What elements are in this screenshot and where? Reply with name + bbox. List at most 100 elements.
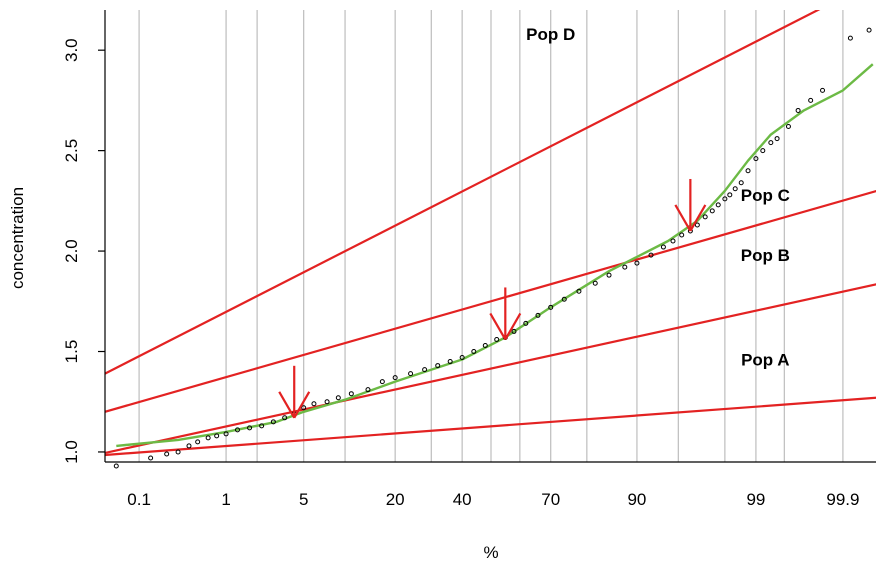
data-point: [471, 349, 477, 355]
y-tick-label: 3.0: [62, 38, 81, 62]
arrow-head-left: [674, 204, 692, 232]
data-point: [722, 196, 728, 202]
data-points: [113, 27, 872, 469]
x-tick-label: 0.1: [127, 490, 151, 509]
data-point: [592, 280, 598, 286]
data-point: [447, 359, 453, 365]
data-point: [511, 328, 517, 334]
data-point: [774, 136, 780, 142]
data-point: [175, 449, 181, 455]
data-point: [808, 97, 814, 103]
data-point: [214, 433, 220, 439]
data-point: [785, 124, 791, 130]
arrow-head-left: [489, 312, 507, 341]
data-point: [335, 395, 341, 401]
population-line: [105, 10, 821, 375]
data-point: [392, 375, 398, 381]
arrow-head-right: [504, 312, 522, 341]
arrow-head-left: [278, 391, 296, 419]
population-line: [105, 396, 876, 457]
data-point: [670, 238, 676, 244]
population-label: Pop C: [741, 186, 790, 205]
x-tick-label: 5: [299, 490, 308, 509]
population-labels: Pop D Pop C Pop B Pop A: [526, 25, 790, 369]
data-point: [459, 355, 465, 361]
data-point: [745, 168, 751, 174]
data-point: [435, 363, 441, 369]
break-arrows: [278, 178, 707, 419]
arrow-head-right: [689, 204, 707, 232]
data-point: [482, 342, 488, 348]
x-tick-label: 20: [386, 490, 405, 509]
data-point: [379, 379, 385, 385]
data-point: [732, 186, 738, 192]
data-point: [561, 296, 567, 302]
data-point: [523, 320, 529, 326]
data-point: [324, 399, 330, 405]
population-label: Pop D: [526, 25, 575, 44]
data-point: [247, 425, 253, 431]
data-point: [164, 451, 170, 457]
data-point: [866, 27, 872, 33]
data-point: [223, 431, 229, 437]
fit-line: [116, 63, 874, 448]
data-point: [847, 35, 853, 41]
y-axis-label: concentration: [8, 187, 27, 289]
data-point: [535, 312, 541, 318]
x-tick-label: 40: [453, 490, 472, 509]
data-point: [270, 419, 276, 425]
data-point: [348, 391, 354, 397]
population-line: [105, 189, 876, 413]
arrow-head-right: [293, 391, 311, 419]
data-point: [622, 264, 628, 270]
population-label: Pop A: [741, 351, 789, 370]
data-point: [648, 252, 654, 258]
data-point: [576, 288, 582, 294]
data-point: [738, 180, 744, 186]
data-point: [702, 214, 708, 220]
x-axis-label: %: [483, 543, 498, 562]
data-point: [301, 405, 307, 411]
y-tick-label: 2.0: [62, 239, 81, 263]
x-tick-label: 99.9: [826, 490, 859, 509]
data-point: [768, 140, 774, 146]
data-point: [205, 435, 211, 441]
data-point: [186, 443, 192, 449]
population-lines: [105, 10, 876, 457]
data-point: [113, 463, 119, 469]
gridlines: [138, 10, 844, 462]
data-point: [494, 336, 500, 342]
data-point: [311, 401, 317, 407]
data-point: [282, 415, 288, 421]
data-point: [694, 222, 700, 228]
data-point: [820, 87, 826, 93]
data-point: [234, 427, 240, 433]
data-point: [548, 304, 554, 310]
data-point: [727, 192, 733, 198]
population-label: Pop B: [741, 246, 790, 265]
fit-curve: [116, 63, 874, 448]
y-tick-label: 1.5: [62, 340, 81, 364]
data-point: [606, 272, 612, 278]
data-point: [422, 367, 428, 373]
population-line: [105, 283, 876, 455]
y-tick-label: 1.0: [62, 440, 81, 464]
data-point: [795, 107, 801, 113]
data-point: [715, 202, 721, 208]
y-tick-label: 2.5: [62, 139, 81, 163]
axes: 0.1 1 5 20 40 70 90 99 99.9 1.0 1.5 2.0 2.5 3.0: [62, 10, 876, 509]
data-point: [660, 244, 666, 250]
data-point: [634, 260, 640, 266]
data-point: [760, 148, 766, 154]
data-point: [709, 208, 715, 214]
data-point: [753, 156, 759, 162]
x-tick-label: 90: [627, 490, 646, 509]
data-point: [365, 387, 371, 393]
x-tick-label: 99: [746, 490, 765, 509]
x-tick-label: 70: [541, 490, 560, 509]
data-point: [259, 423, 265, 429]
x-tick-label: 1: [221, 490, 230, 509]
data-point: [679, 232, 685, 238]
data-point: [148, 455, 154, 461]
